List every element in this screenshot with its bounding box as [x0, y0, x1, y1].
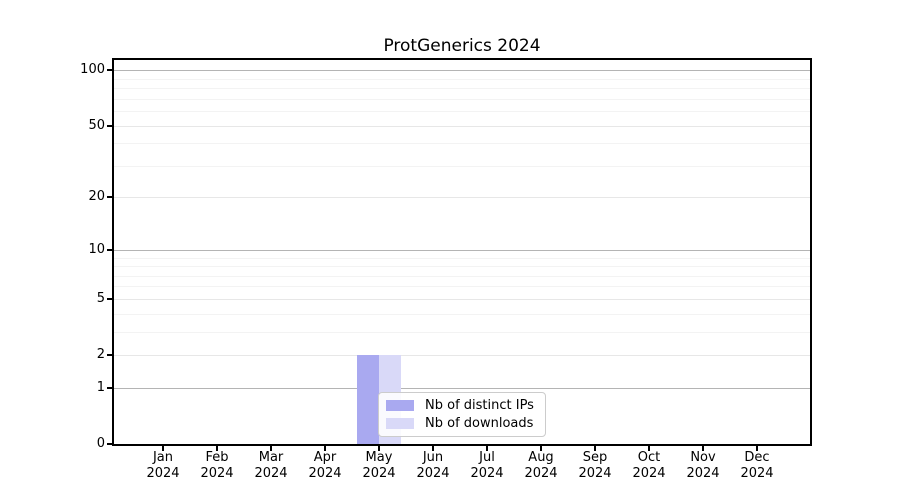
x-tick-label: May 2024 — [347, 450, 411, 482]
x-tick-label: Oct 2024 — [617, 450, 681, 482]
y-tick-mark — [107, 443, 113, 445]
legend-swatch-distinct-ips — [386, 399, 414, 411]
x-label-year: 2024 — [362, 466, 396, 481]
major-gridline — [114, 125, 810, 127]
x-label-year: 2024 — [416, 466, 450, 481]
x-label-year: 2024 — [146, 466, 180, 481]
y-tick-mark — [107, 124, 113, 127]
minor-gridline — [114, 88, 810, 89]
x-tick-mark — [648, 446, 650, 451]
x-tick-label: Apr 2024 — [293, 450, 357, 482]
x-tick-mark — [702, 446, 704, 451]
major-gridline — [114, 197, 810, 199]
x-tick-label: Jul 2024 — [455, 450, 519, 482]
y-tick-label: 50 — [88, 117, 105, 133]
x-label-year: 2024 — [470, 466, 504, 481]
y-tick-label: 100 — [80, 62, 105, 78]
x-tick-mark — [594, 446, 596, 451]
x-tick-mark — [540, 446, 542, 451]
x-tick-mark — [756, 446, 758, 451]
y-tick-label: 1 — [96, 379, 105, 395]
x-tick-mark — [216, 446, 218, 451]
x-label-month: Jun — [422, 450, 444, 465]
chart-title: ProtGenerics 2024 — [383, 36, 541, 56]
x-tick-label: Aug 2024 — [509, 450, 573, 482]
x-tick-mark — [162, 446, 164, 451]
x-label-month: Dec — [744, 450, 770, 465]
minor-gridline — [114, 78, 810, 80]
x-label-year: 2024 — [524, 466, 558, 481]
y-tick-mark — [107, 248, 113, 251]
x-tick-label: Feb 2024 — [185, 450, 249, 482]
y-tick-mark — [107, 69, 113, 72]
x-label-month: Feb — [205, 450, 229, 465]
minor-gridline — [114, 111, 810, 112]
y-tick-mark — [107, 297, 113, 300]
minor-gridline — [114, 257, 810, 259]
major-gridline — [114, 70, 810, 72]
y-tick-label: 2 — [96, 347, 105, 362]
major-gridline — [114, 298, 810, 300]
y-tick-mark — [107, 386, 113, 389]
minor-gridline — [114, 331, 810, 333]
x-tick-label: Jun 2024 — [401, 450, 465, 482]
minor-gridline — [114, 98, 810, 100]
x-label-year: 2024 — [686, 466, 720, 481]
minor-gridline — [114, 143, 810, 145]
y-tick-label: 10 — [88, 241, 105, 257]
x-label-year: 2024 — [632, 466, 666, 481]
x-tick-label: Mar 2024 — [239, 450, 303, 482]
major-gridline — [114, 355, 810, 356]
x-label-month: May — [365, 450, 393, 465]
x-tick-label: Nov 2024 — [671, 450, 735, 482]
x-label-month: Jan — [152, 450, 174, 465]
x-label-year: 2024 — [578, 466, 612, 481]
minor-gridline — [114, 313, 810, 315]
legend-row-downloads: Nb of downloads — [386, 415, 538, 432]
legend-label-distinct-ips: Nb of distinct IPs — [425, 397, 534, 413]
x-label-month: Aug — [528, 450, 554, 465]
x-tick-mark — [486, 446, 488, 451]
y-tick-label: 0 — [96, 436, 105, 451]
x-label-month: Oct — [637, 450, 661, 465]
y-tick-mark — [107, 354, 113, 356]
x-tick-label: Dec 2024 — [725, 450, 789, 482]
x-label-month: Jul — [479, 450, 495, 465]
y-tick-label: 5 — [96, 290, 105, 306]
legend-swatch-downloads — [386, 418, 414, 430]
x-label-month: Sep — [582, 450, 608, 465]
minor-gridline — [114, 286, 810, 288]
legend: Nb of distinct IPs Nb of downloads — [378, 392, 546, 437]
x-tick-label: Jan 2024 — [131, 450, 195, 482]
x-tick-mark — [378, 446, 380, 451]
x-tick-mark — [432, 446, 434, 451]
x-label-year: 2024 — [200, 466, 234, 481]
x-label-month: Mar — [258, 450, 284, 465]
minor-gridline — [114, 266, 810, 267]
major-gridline — [114, 387, 810, 389]
minor-gridline — [114, 165, 810, 167]
x-label-month: Apr — [313, 450, 337, 465]
x-label-year: 2024 — [740, 466, 774, 481]
major-gridline — [114, 249, 810, 251]
x-label-month: Nov — [690, 450, 716, 465]
x-tick-mark — [270, 446, 272, 451]
bar-distinct-ips — [357, 355, 379, 444]
y-tick-mark — [107, 196, 113, 199]
x-label-year: 2024 — [308, 466, 342, 481]
x-label-year: 2024 — [254, 466, 288, 481]
x-tick-label: Sep 2024 — [563, 450, 627, 482]
y-tick-label: 20 — [88, 189, 105, 205]
minor-gridline — [114, 275, 810, 277]
legend-label-downloads: Nb of downloads — [425, 416, 534, 432]
x-tick-mark — [324, 446, 326, 451]
legend-row-distinct-ips: Nb of distinct IPs — [386, 397, 538, 414]
